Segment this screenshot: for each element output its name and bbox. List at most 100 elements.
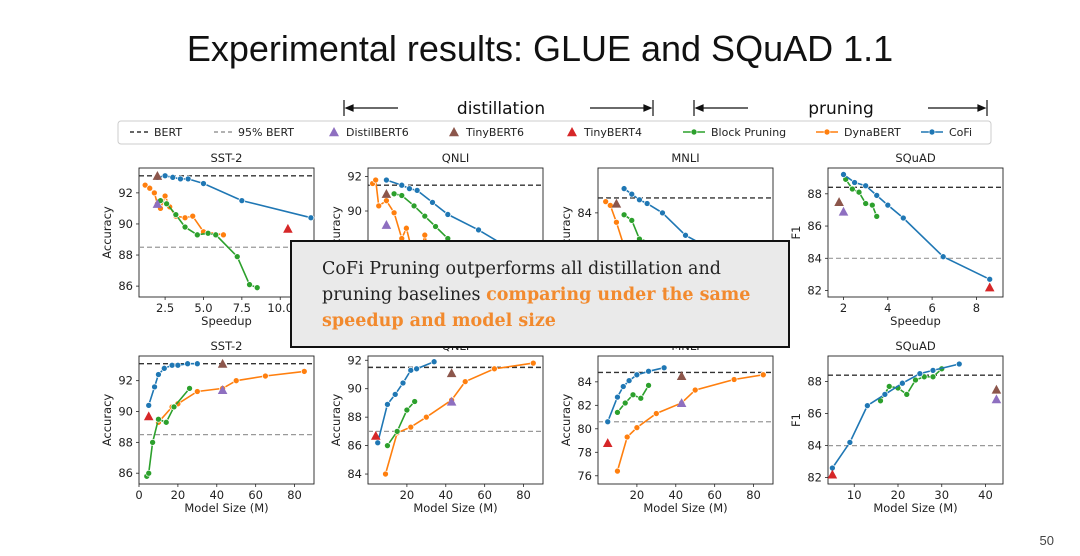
data-point-cofi xyxy=(625,377,633,385)
x-tick-label: 10 xyxy=(847,488,862,502)
x-tick-label: 4 xyxy=(884,301,891,315)
plot-frame xyxy=(367,355,544,485)
x-tick-label: 20 xyxy=(171,488,186,502)
distillation-left-arrowhead xyxy=(344,104,354,112)
data-point-block-pruning xyxy=(233,253,241,260)
group-label-pruning: pruning xyxy=(808,99,874,119)
data-point-block-pruning xyxy=(629,391,637,399)
x-tick-label: 7.5 xyxy=(233,301,251,315)
data-point-cofi xyxy=(939,253,947,261)
series-line-block-pruning xyxy=(160,199,258,289)
data-point-cofi xyxy=(840,171,847,178)
data-point-dynabert xyxy=(421,231,429,239)
chart-panel-qnli-size: QNLI848688909220406080Model Size (M)Accu… xyxy=(329,339,544,515)
series-line-block-pruning xyxy=(386,400,416,447)
data-point-cofi xyxy=(407,366,415,374)
data-point-block-pruning xyxy=(410,202,418,210)
data-point-cofi xyxy=(884,201,892,209)
data-point-block-pruning xyxy=(162,418,170,426)
marker-distilbert6 xyxy=(381,219,392,229)
data-point-block-pruning xyxy=(181,223,189,231)
x-tick-label: 60 xyxy=(477,488,492,502)
marker-tinybert6 xyxy=(834,197,844,206)
data-point-dynabert xyxy=(151,189,158,197)
series-block-pruning xyxy=(877,365,946,405)
data-point-cofi xyxy=(614,393,621,401)
group-header xyxy=(343,100,988,116)
data-point-cofi xyxy=(475,226,482,234)
data-point-cofi xyxy=(200,180,207,187)
series-block-pruning xyxy=(842,175,881,220)
data-point-cofi xyxy=(193,360,201,368)
group-label-distillation: distillation xyxy=(457,99,545,119)
x-tick-label: 5.0 xyxy=(194,301,212,315)
marker-tinybert6 xyxy=(217,358,228,368)
y-tick-label: 90 xyxy=(347,204,362,218)
y-tick-label: 86 xyxy=(347,439,362,453)
y-tick-label: 92 xyxy=(347,353,362,367)
x-axis-label: Model Size (M) xyxy=(184,501,268,515)
series-cofi xyxy=(374,358,438,447)
data-point-cofi xyxy=(628,190,636,198)
data-point-cofi xyxy=(413,187,421,194)
data-point-dynabert xyxy=(193,388,201,395)
data-point-block-pruning xyxy=(403,406,411,414)
chart-title: QNLI xyxy=(442,151,469,165)
data-point-cofi xyxy=(429,199,436,206)
data-point-cofi xyxy=(398,181,406,189)
data-point-block-pruning xyxy=(193,231,201,239)
data-point-cofi xyxy=(916,370,924,377)
y-tick-label: 84 xyxy=(807,251,822,265)
data-point-block-pruning xyxy=(873,213,881,220)
series-cofi xyxy=(154,172,315,222)
data-point-cofi xyxy=(620,185,628,192)
data-point-dynabert xyxy=(529,359,537,367)
x-axis-label: Model Size (M) xyxy=(643,501,727,515)
x-tick-label: 40 xyxy=(438,488,453,502)
data-point-block-pruning xyxy=(204,229,212,237)
y-tick-label: 82 xyxy=(807,471,822,485)
chart-panel-sst-2-speedup: SST-2 86 88 90 92 2.5 5.0 7.5 10.0 Speedup Accurac… xyxy=(100,151,315,328)
data-point-block-pruning xyxy=(149,439,156,446)
series-cofi xyxy=(840,171,994,283)
y-tick-label: 92 xyxy=(118,374,133,388)
data-point-cofi xyxy=(682,231,689,239)
legend-label: TinyBERT4 xyxy=(583,126,642,139)
x-tick-label: 2 xyxy=(840,301,847,315)
x-tick-label: 40 xyxy=(978,488,993,502)
legend-swatch-triangle xyxy=(329,127,339,137)
marker-distilbert6 xyxy=(838,206,849,216)
data-point-cofi xyxy=(391,391,399,398)
series-cofi xyxy=(145,360,201,409)
legend-item-dynabert: DynaBERT xyxy=(816,126,901,139)
pruning-left-arrowhead xyxy=(694,104,704,112)
data-point-block-pruning xyxy=(929,373,937,381)
series-block-pruning xyxy=(157,197,261,292)
data-point-dynabert xyxy=(691,386,699,394)
marker-tinybert4 xyxy=(370,430,381,440)
data-point-block-pruning xyxy=(621,399,629,407)
marker-tinybert6 xyxy=(991,384,1002,394)
data-point-cofi xyxy=(862,182,870,190)
data-point-cofi xyxy=(174,361,182,369)
data-point-cofi xyxy=(444,211,452,218)
data-point-cofi xyxy=(160,364,168,372)
data-point-block-pruning xyxy=(155,415,162,423)
data-point-block-pruning xyxy=(912,376,919,384)
y-tick-label: 84 xyxy=(577,375,592,389)
y-tick-label: 92 xyxy=(347,170,362,184)
legend: BERT 95% BERT DistilBERT6 TinyBERT6 TinyBERT… xyxy=(130,126,972,139)
series-block-pruning xyxy=(614,382,652,416)
data-point-block-pruning xyxy=(390,190,398,198)
legend-swatch-triangle xyxy=(449,127,459,137)
series-cofi xyxy=(604,364,668,426)
page-number: 50 xyxy=(1039,533,1054,548)
data-point-cofi xyxy=(169,173,177,181)
data-point-block-pruning xyxy=(620,211,628,219)
data-point-dynabert xyxy=(300,368,308,375)
y-tick-label: 78 xyxy=(577,445,592,459)
data-point-dynabert xyxy=(614,467,621,475)
data-point-cofi xyxy=(929,367,937,374)
data-point-cofi xyxy=(851,179,858,186)
data-point-cofi xyxy=(643,200,651,207)
